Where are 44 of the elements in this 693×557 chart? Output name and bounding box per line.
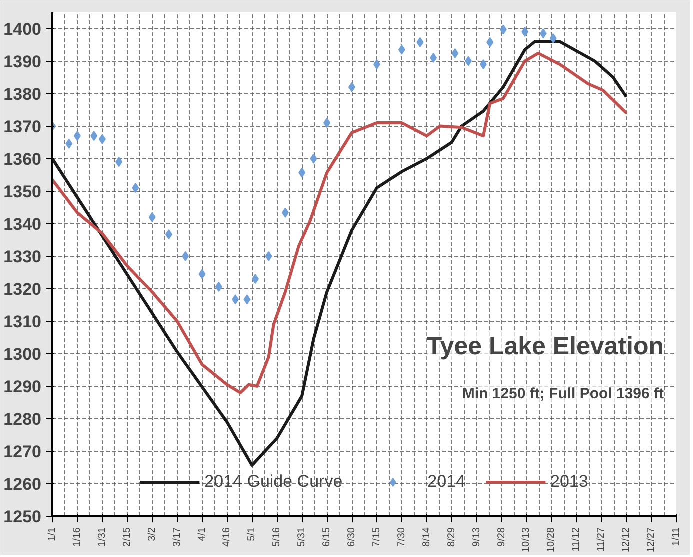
x-tick-label: 4/16 — [222, 527, 233, 547]
x-tick-label: 10/13 — [521, 527, 532, 553]
y-tick-label: 1280 — [4, 410, 42, 429]
y-tick-label: 1370 — [4, 117, 42, 136]
x-tick-label: 1/31 — [96, 527, 108, 547]
y-tick-label: 1350 — [4, 182, 42, 202]
y-tick-label: 1270 — [4, 442, 42, 462]
x-tick-label: 7/15 — [371, 527, 382, 547]
y-tick-label: 1250 — [4, 508, 42, 526]
y-tick-label: 1260 — [4, 474, 42, 494]
x-tick-label: 1/1 — [47, 527, 58, 542]
y-tick-label: 1340 — [4, 214, 42, 234]
x-tick-label: 11/27 — [596, 527, 608, 552]
text: Tyee Lake Elevation — [426, 332, 664, 360]
y-tick-label: 1390 — [4, 52, 42, 72]
x-tick-label: 9/28 — [496, 527, 508, 547]
x-tick-label: 3/17 — [172, 527, 183, 547]
x-tick-label: 9/13 — [471, 527, 482, 547]
y-tick-label: 1380 — [4, 84, 42, 104]
y-tick-label: 1290 — [4, 377, 42, 396]
y-tick-label: 1330 — [4, 247, 42, 266]
x-tick-label: 6/30 — [346, 527, 358, 547]
x-tick-label: 4/1 — [196, 527, 208, 542]
x-tick-label: 12/27 — [646, 527, 658, 553]
x-tick-label: 7/30 — [396, 527, 408, 547]
x-tick-label: 10/28 — [546, 527, 558, 553]
x-tick-label: 1/11 — [671, 527, 682, 546]
x-tick-label: 6/15 — [322, 527, 333, 547]
text: Min 1250 ft; Full Pool 1396 ft — [462, 386, 664, 403]
x-tick-label: 1/16 — [72, 527, 83, 547]
y-tick-label: 1360 — [4, 150, 42, 169]
x-tick-label: 8/29 — [446, 527, 458, 547]
x-tick-label: 2/15 — [122, 527, 133, 547]
x-tick-label: 3/2 — [146, 527, 158, 542]
y-tick-label: 1320 — [4, 280, 42, 299]
y-tick-label: 1300 — [4, 344, 42, 364]
x-tick-label: 8/14 — [421, 527, 432, 547]
y-tick-label: 1310 — [4, 312, 42, 332]
x-tick-label: 5/16 — [272, 527, 283, 547]
x-tick-label: 12/12 — [621, 527, 632, 553]
x-tick-label: 5/1 — [246, 527, 258, 542]
x-tick-label: 11/12 — [571, 527, 582, 552]
x-tick-label: 5/31 — [296, 527, 308, 547]
y-tick-label: 1400 — [4, 20, 42, 39]
